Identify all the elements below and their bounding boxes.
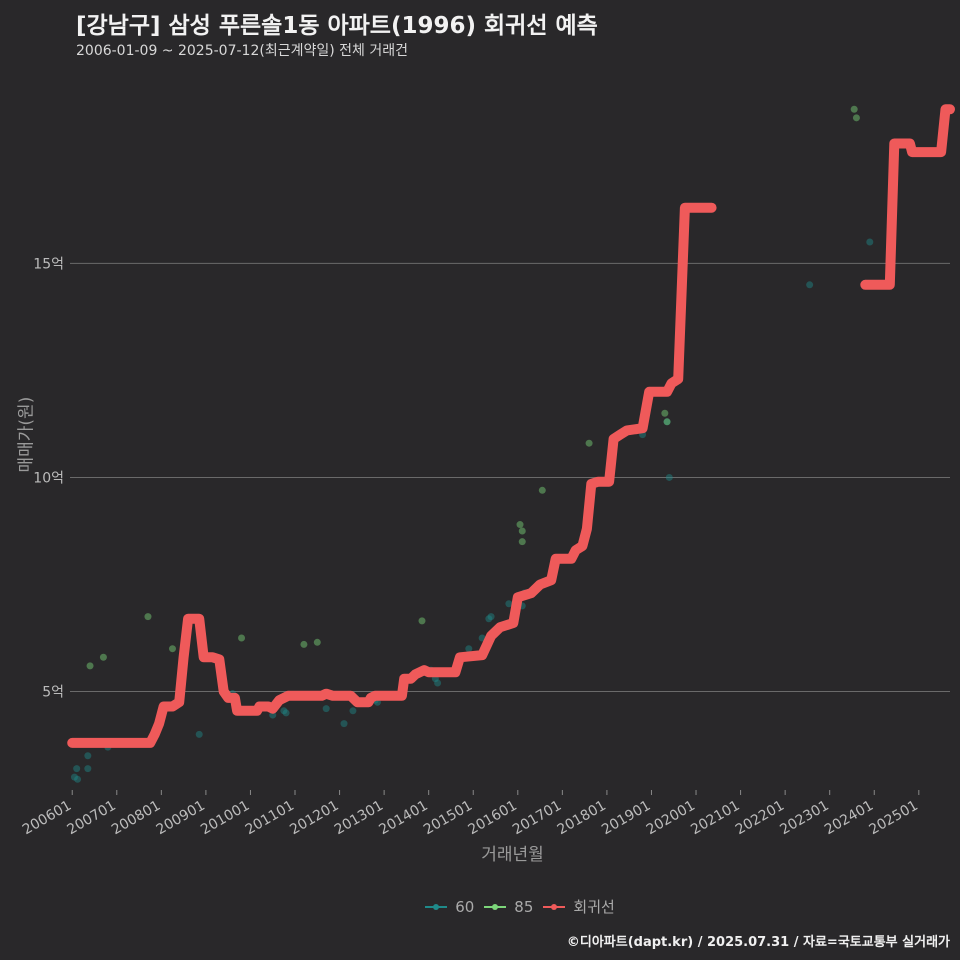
regression-line-segment-0 xyxy=(67,202,717,748)
point-60-11 xyxy=(322,705,330,713)
point-85-3 xyxy=(168,645,176,653)
point-85-17 xyxy=(852,114,860,122)
y-tick-label-15: 15억 xyxy=(33,256,64,272)
x-tick-label-201701: 201701 xyxy=(510,798,564,839)
point-85-14 xyxy=(663,418,671,426)
legend-label-60: 60 xyxy=(455,897,475,916)
legend-item-regression: 회귀선 xyxy=(543,896,615,917)
x-tick-label-201901: 201901 xyxy=(599,798,653,839)
point-60-31 xyxy=(866,238,874,246)
chart-title: [강남구] 삼성 푸른솔1동 아파트(1996) 회귀선 예측 xyxy=(76,13,598,39)
point-85-10 xyxy=(518,538,526,546)
x-tick-label-200901: 200901 xyxy=(154,798,208,839)
point-85-0 xyxy=(86,662,94,670)
point-85-2 xyxy=(144,613,152,621)
point-60-12 xyxy=(340,720,348,728)
x-tick-label-201001: 201001 xyxy=(198,798,252,839)
x-tick-label-200701: 200701 xyxy=(64,798,118,839)
x-tick-label-202001: 202001 xyxy=(644,798,698,839)
legend-key-60 xyxy=(425,903,448,910)
point-60-3 xyxy=(84,752,92,760)
x-tick-label-201101: 201101 xyxy=(243,798,297,839)
x-tick-label-201401: 201401 xyxy=(376,798,430,839)
point-85-8 xyxy=(516,521,524,529)
point-85-7 xyxy=(418,617,426,625)
point-85-6 xyxy=(313,638,321,646)
point-60-9 xyxy=(280,707,288,715)
point-85-5 xyxy=(300,640,308,648)
chart-subtitle: 2006-01-09 ~ 2025-07-12(최근계약일) 전체 거래건 xyxy=(76,43,408,59)
legend-key-regression xyxy=(543,903,566,910)
legend: 60 85 회귀선 xyxy=(0,896,960,917)
y-tick-label-5: 5억 xyxy=(42,685,64,701)
point-60-2 xyxy=(74,775,82,783)
x-tick-label-201501: 201501 xyxy=(421,798,475,839)
x-axis-title: 거래년월 xyxy=(481,845,544,865)
x-tick-label-201201: 201201 xyxy=(287,798,341,839)
x-tick-label-202401: 202401 xyxy=(822,798,876,839)
point-60-30 xyxy=(806,281,814,289)
legend-label-85: 85 xyxy=(514,897,534,916)
point-60-22 xyxy=(487,613,495,621)
point-60-29 xyxy=(665,473,673,481)
x-tick-label-202201: 202201 xyxy=(733,798,787,839)
regression-line-segment-1 xyxy=(860,104,955,290)
point-60-6 xyxy=(195,730,203,738)
x-tick-label-202501: 202501 xyxy=(867,798,921,839)
point-85-12 xyxy=(585,439,593,447)
point-60-21 xyxy=(485,615,493,623)
legend-item-85: 85 xyxy=(484,896,533,917)
legend-item-60: 60 xyxy=(425,896,474,917)
point-85-11 xyxy=(538,486,546,494)
y-tick-label-10: 10억 xyxy=(33,470,64,486)
point-85-13 xyxy=(661,409,669,417)
point-60-28 xyxy=(663,418,671,426)
point-60-19 xyxy=(465,645,473,653)
point-60-23 xyxy=(505,600,513,608)
legend-key-85 xyxy=(484,903,507,910)
legend-label-regression: 회귀선 xyxy=(573,898,615,916)
point-85-4 xyxy=(238,634,246,642)
x-tick-label-201601: 201601 xyxy=(466,798,520,839)
x-tick-label-201301: 201301 xyxy=(332,798,386,839)
y-axis-title: 매매가(원) xyxy=(16,396,37,473)
point-60-0 xyxy=(70,773,78,781)
source-credit: ©디아파트(dapt.kr) / 2025.07.31 / 자료=국토교통부 실… xyxy=(566,935,950,950)
point-60-1 xyxy=(73,765,81,773)
point-85-1 xyxy=(99,653,107,661)
point-60-18 xyxy=(434,679,442,687)
x-tick-label-201801: 201801 xyxy=(555,798,609,839)
x-tick-label-202301: 202301 xyxy=(777,798,831,839)
point-60-4 xyxy=(84,765,92,773)
point-85-9 xyxy=(518,527,526,535)
point-60-10 xyxy=(282,709,290,717)
point-85-16 xyxy=(850,105,858,113)
x-tick-label-202101: 202101 xyxy=(688,798,742,839)
point-60-13 xyxy=(349,707,357,715)
x-tick-label-200601: 200601 xyxy=(20,798,74,839)
x-tick-label-200801: 200801 xyxy=(109,798,163,839)
